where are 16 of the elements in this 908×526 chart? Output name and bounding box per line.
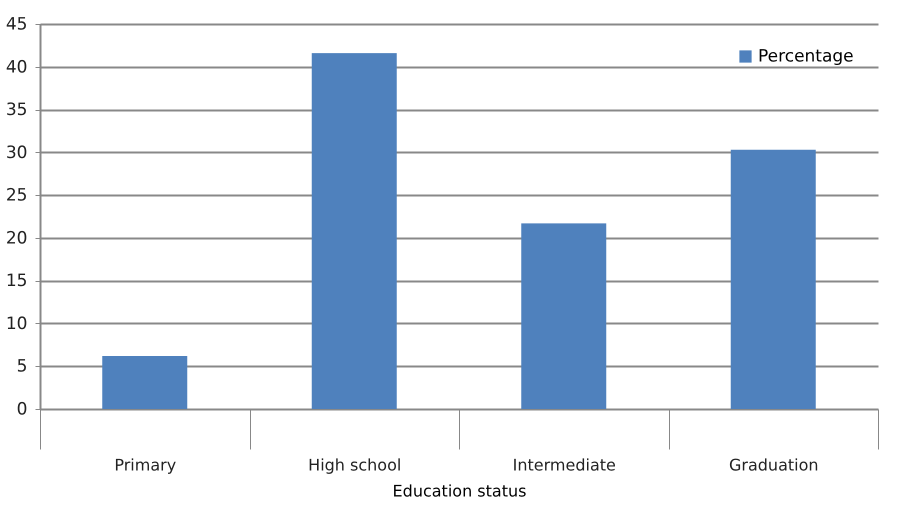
y-tick-label: 25 <box>6 186 28 206</box>
y-tick-label: 0 <box>16 400 28 420</box>
y-tick-label: 30 <box>6 142 28 163</box>
y-tick-label: 10 <box>6 314 28 334</box>
y-tick-label: 5 <box>16 356 28 377</box>
legend-label: Percentage <box>758 46 854 66</box>
y-tick-label: 20 <box>6 228 28 248</box>
x-tick-label: High school <box>308 456 402 474</box>
y-tick-label: 15 <box>6 271 28 292</box>
y-tick-label: 35 <box>6 100 28 120</box>
x-tick-label: Intermediate <box>512 456 616 474</box>
x-tick-label: Primary <box>114 456 176 474</box>
y-tick-label: 40 <box>6 57 28 78</box>
y-tick-label: 45 <box>6 14 28 34</box>
x-tick-label: Graduation <box>728 456 819 474</box>
x-axis-title: Education status <box>392 482 526 500</box>
